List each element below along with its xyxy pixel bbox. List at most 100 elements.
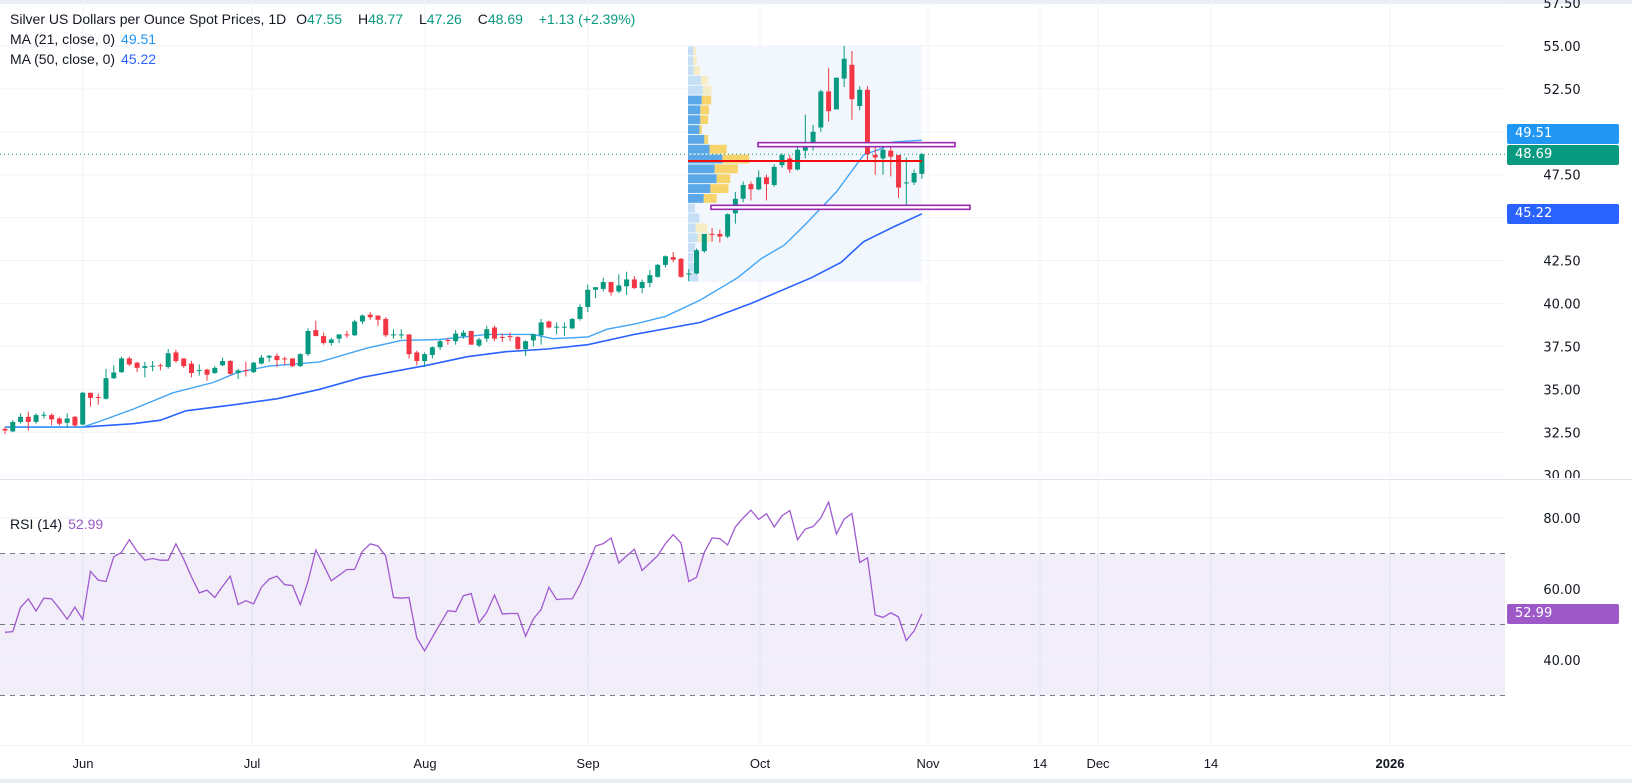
volume-profile-up-bar bbox=[688, 262, 699, 272]
candle-body bbox=[274, 355, 280, 361]
volume-profile-up-bar bbox=[688, 46, 694, 56]
rsi-label: RSI (14) bbox=[10, 516, 63, 532]
candle-body bbox=[538, 322, 544, 336]
ma50-value: 45.22 bbox=[121, 51, 157, 67]
candle bbox=[569, 318, 575, 330]
symbol-legend: Silver US Dollars per Ounce Spot Prices,… bbox=[10, 11, 641, 27]
candle-body bbox=[709, 233, 715, 235]
candle bbox=[538, 318, 544, 345]
candle-body bbox=[80, 392, 86, 425]
volume-profile-down-bar bbox=[700, 115, 709, 125]
volume-profile-up-bar bbox=[688, 75, 701, 85]
ma21-value: 49.51 bbox=[121, 31, 157, 47]
candle bbox=[577, 304, 583, 321]
volume-profile-up-bar bbox=[688, 164, 715, 174]
candle-body bbox=[181, 358, 187, 367]
candle bbox=[64, 413, 70, 428]
top-border bbox=[0, 0, 1632, 4]
x-tick-label: Oct bbox=[750, 756, 771, 771]
volume-profile-up-bar bbox=[688, 272, 699, 282]
candle bbox=[802, 114, 808, 159]
ma21-legend[interactable]: MA (21, close, 0) 49.51 bbox=[10, 31, 162, 47]
candle bbox=[546, 320, 552, 329]
candle-body bbox=[701, 233, 707, 252]
ma50-axis-label: 45.22 bbox=[1507, 204, 1619, 224]
price-tick-label: 57.50 bbox=[1543, 0, 1580, 12]
candle-body bbox=[258, 357, 264, 364]
candle bbox=[593, 287, 599, 299]
candle-body bbox=[896, 154, 902, 188]
candle bbox=[795, 147, 801, 171]
candle-body bbox=[585, 289, 591, 307]
candle bbox=[150, 360, 156, 372]
x-tick-label: Sep bbox=[576, 756, 599, 771]
candle-body bbox=[173, 352, 179, 361]
candle-body bbox=[359, 315, 365, 322]
candle-body bbox=[445, 340, 451, 342]
candle bbox=[173, 349, 179, 363]
candle bbox=[694, 248, 700, 275]
candle bbox=[103, 368, 109, 400]
candle-body bbox=[476, 339, 482, 346]
candle-body bbox=[321, 336, 327, 343]
candle bbox=[41, 411, 47, 419]
candle bbox=[561, 322, 567, 337]
candle-body bbox=[670, 257, 676, 260]
symbol-title: Silver US Dollars per Ounce Spot Prices,… bbox=[10, 11, 287, 27]
candle-body bbox=[422, 354, 428, 361]
candle-body bbox=[802, 145, 808, 151]
candle bbox=[49, 413, 55, 426]
candle bbox=[406, 334, 412, 359]
candle bbox=[662, 255, 668, 268]
candle bbox=[25, 411, 31, 431]
ma21-label: MA (21, close, 0) bbox=[10, 31, 116, 47]
upper-zone-line bbox=[757, 141, 956, 148]
candle bbox=[328, 337, 334, 346]
candle bbox=[227, 360, 233, 375]
candle-body bbox=[142, 366, 148, 368]
x-tick-label: Dec bbox=[1086, 756, 1110, 771]
x-tick-label: 2026 bbox=[1376, 756, 1405, 771]
candle bbox=[763, 174, 769, 201]
candle-body bbox=[10, 421, 16, 432]
candle-body bbox=[484, 329, 490, 339]
candle-body bbox=[600, 282, 606, 289]
rsi-value: 52.99 bbox=[68, 516, 104, 532]
volume-profile-down-bar bbox=[700, 75, 709, 85]
candle-body bbox=[297, 354, 303, 367]
rsi-tick-label: 60.00 bbox=[1543, 583, 1580, 598]
volume-profile-box bbox=[688, 45, 922, 283]
candle bbox=[864, 86, 870, 161]
candle-body bbox=[694, 250, 700, 274]
volume-profile-up-bar bbox=[688, 243, 696, 253]
candle bbox=[344, 330, 350, 338]
candle-body bbox=[41, 414, 47, 416]
candle-body bbox=[655, 264, 661, 277]
volume-profile-up-bar bbox=[688, 213, 700, 223]
candle-body bbox=[530, 334, 536, 341]
candle bbox=[631, 276, 637, 289]
candle bbox=[95, 393, 101, 405]
candle bbox=[523, 340, 529, 356]
ma50-legend[interactable]: MA (50, close, 0) 45.22 bbox=[10, 51, 162, 67]
price-tick-label: 37.50 bbox=[1543, 340, 1580, 355]
candle bbox=[600, 277, 606, 292]
candle bbox=[414, 350, 420, 366]
candle bbox=[756, 170, 762, 191]
candle-body bbox=[841, 58, 847, 79]
volume-profile-down-bar bbox=[699, 125, 702, 134]
candle bbox=[717, 229, 723, 243]
candle bbox=[321, 332, 327, 345]
price-tick-label: 32.50 bbox=[1543, 426, 1580, 441]
volume-profile-up-bar bbox=[688, 95, 702, 105]
rsi-legend[interactable]: RSI (14) 52.99 bbox=[10, 516, 109, 532]
candle-body bbox=[111, 372, 117, 379]
candle-body bbox=[328, 339, 334, 343]
candle bbox=[258, 354, 264, 365]
candle bbox=[313, 320, 319, 337]
candle bbox=[670, 251, 676, 263]
candle-body bbox=[740, 185, 746, 199]
volume-profile-down-bar bbox=[693, 56, 697, 66]
candle-body bbox=[872, 154, 878, 158]
